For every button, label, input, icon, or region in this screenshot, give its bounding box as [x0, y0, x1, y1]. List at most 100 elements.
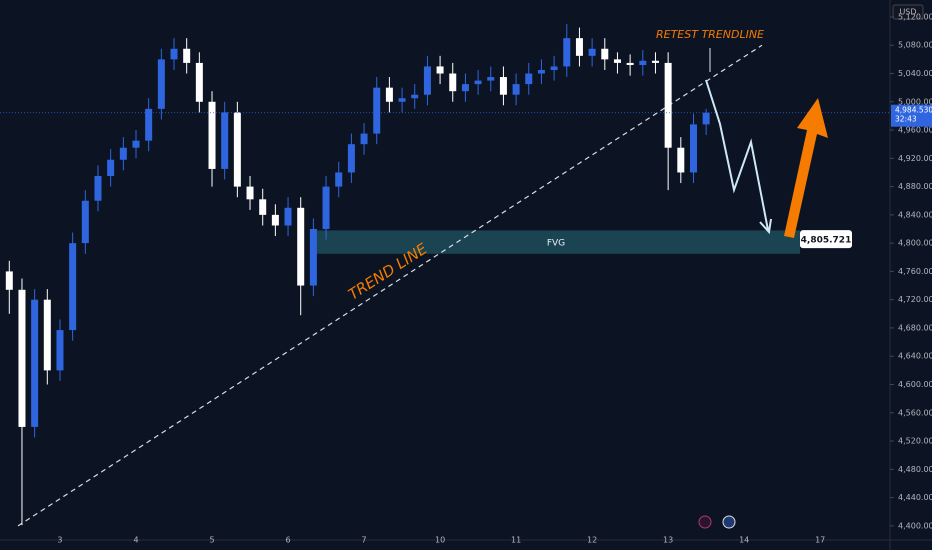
marks: 4,400.000 4,440.000 4,480.000 4,520.000 4,56… [0, 12, 932, 545]
y-tick-label: 4,440.000 [898, 493, 932, 502]
y-tick-label: 4,680.000 [898, 323, 932, 332]
candle-body [626, 62, 634, 66]
y-tick-label: 5,040.000 [898, 69, 932, 78]
y-tick-label: 4,520.000 [898, 437, 932, 446]
candle-body [474, 80, 482, 85]
candle-body [702, 112, 710, 125]
y-tick-label: 4,480.000 [898, 465, 932, 474]
candle-body [284, 207, 292, 226]
candle-body [601, 48, 609, 60]
projection-path [705, 79, 769, 231]
candle-body [525, 73, 533, 85]
candle-body [664, 62, 672, 148]
fvg-price-box [800, 230, 852, 249]
currency: USD [899, 8, 916, 17]
candle-body [297, 207, 305, 286]
candle-body [322, 186, 330, 230]
target-arrow [784, 98, 828, 238]
x-tick-label: 5 [209, 536, 214, 545]
x-tick-label: 17 [815, 536, 825, 545]
candle-body [132, 140, 140, 148]
candle-body [246, 186, 254, 200]
fvg-zone [315, 230, 800, 254]
candle-body [56, 330, 64, 371]
y-tick-label: 4,840.000 [898, 210, 932, 219]
candle-body [43, 299, 51, 371]
candle-body [119, 147, 127, 160]
candle-body [195, 62, 203, 102]
last-price-label: 4,984.530 [895, 106, 932, 115]
candle-body [81, 200, 89, 244]
candle-body [651, 60, 659, 63]
candle-body [221, 112, 229, 169]
y-tick-label: 4,880.000 [898, 182, 932, 191]
event-icon[interactable] [698, 515, 712, 529]
y-tick-label: 5,000.000 [898, 97, 932, 106]
x-tick-label: 7 [362, 536, 367, 545]
candle-body [689, 124, 697, 173]
candle-body [373, 87, 381, 134]
x-tick-label: 13 [663, 536, 673, 545]
candle-body [487, 77, 495, 81]
candle-body [639, 60, 647, 66]
countdown: 32:43 [895, 115, 917, 124]
x-tick-label: 10 [435, 536, 445, 545]
y-tick-label: 4,800.000 [898, 239, 932, 248]
x-tick-label: 12 [587, 536, 597, 545]
candle-body [183, 48, 191, 63]
candle-body [563, 38, 571, 67]
candle-body [145, 108, 153, 141]
x-tick-label: 4 [133, 536, 138, 545]
candle-body [398, 98, 406, 102]
candle-body [271, 214, 279, 226]
y-tick-label: 4,720.000 [898, 295, 932, 304]
candle-body [170, 48, 178, 60]
candle-body [5, 271, 13, 290]
candle-body [157, 59, 165, 109]
fvg-label: FVG [547, 239, 565, 249]
candle-body [18, 289, 26, 427]
candle-body [512, 84, 520, 95]
candle-body [385, 87, 393, 102]
candle-body [335, 172, 343, 187]
x-tick-label: 6 [285, 536, 290, 545]
candle-body [588, 48, 596, 56]
candle-body [309, 229, 317, 286]
x-tick-label: 3 [57, 536, 62, 545]
candle-body [94, 175, 102, 201]
candle-body [259, 199, 267, 215]
candle-body [233, 112, 241, 187]
candle-body [208, 101, 216, 169]
y-tick-label: 4,960.000 [898, 126, 932, 135]
y-tick-label: 4,600.000 [898, 380, 932, 389]
y-tick-label: 4,760.000 [898, 267, 932, 276]
candle-body [107, 159, 115, 176]
candle-body [550, 66, 558, 70]
x-tick-label: 14 [739, 536, 749, 545]
candle-body [499, 77, 507, 95]
candle-body [436, 66, 444, 74]
last-price-box [891, 104, 932, 127]
candle-body [347, 144, 355, 173]
trend-line [17, 44, 763, 527]
y-tick-label: 4,640.000 [898, 352, 932, 361]
projection-head [759, 218, 772, 235]
candle-body [360, 133, 368, 145]
retest-label: RETEST TRENDLINE [656, 28, 764, 41]
candle-body [537, 69, 545, 74]
y-tick-label: 4,400.000 [898, 521, 932, 530]
candle-body [575, 38, 583, 56]
candle-body [613, 59, 621, 63]
y-tick-label: 4,920.000 [898, 154, 932, 163]
y-tick-label: 5,120.000 [898, 12, 932, 21]
y-tick-label: 5,080.000 [898, 41, 932, 50]
y-tick-label: 4,560.000 [898, 408, 932, 417]
candle-body [449, 73, 457, 92]
candle-body [677, 147, 685, 173]
candle-body [411, 94, 419, 99]
candle-body [31, 299, 39, 427]
flag-icon[interactable] [722, 515, 736, 529]
currency-box[interactable] [892, 4, 924, 20]
